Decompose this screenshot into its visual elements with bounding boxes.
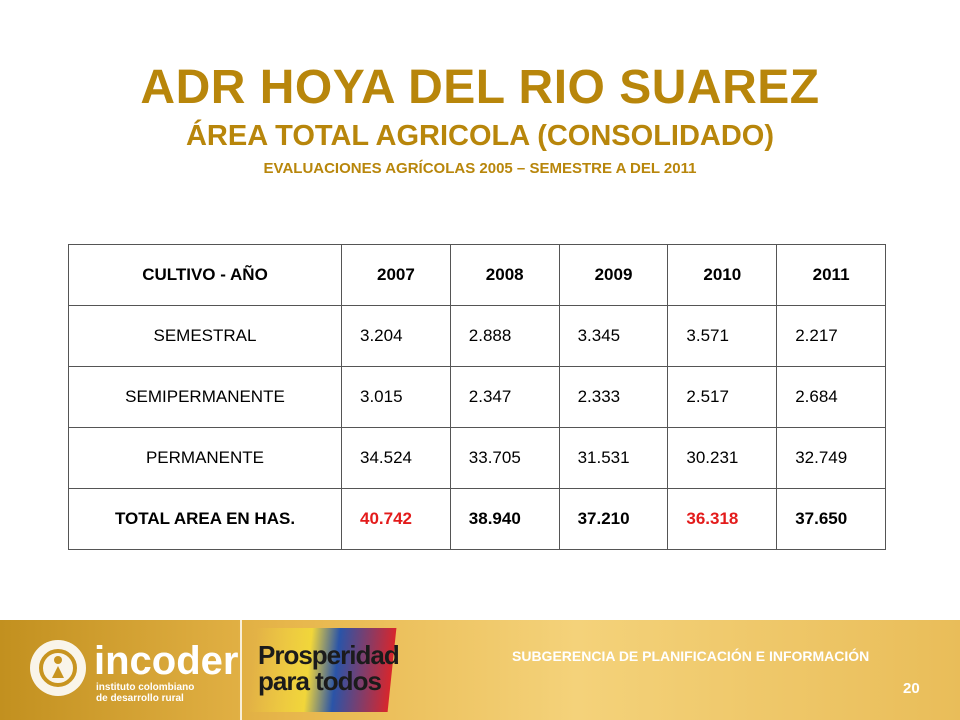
table-cell: 2.888	[449, 305, 560, 367]
table-cell: 33.705	[449, 427, 560, 489]
header-cell-crop: CULTIVO - AÑO	[68, 244, 342, 306]
row-label: PERMANENTE	[68, 427, 342, 489]
header-cell-2010: 2010	[667, 244, 778, 306]
table-cell: 30.231	[667, 427, 778, 489]
total-cell-2011: 37.650	[776, 488, 886, 550]
table-cell: 2.333	[558, 366, 669, 428]
incoder-name: incoder	[94, 639, 239, 683]
incoder-subtitle: instituto colombiano de desarrollo rural	[96, 682, 195, 704]
total-cell-2009: 37.210	[558, 488, 669, 550]
table-row: SEMIPERMANENTE 3.015 2.347 2.333 2.517 2…	[68, 366, 886, 428]
table-cell: 3.204	[341, 305, 451, 367]
header-cell-2007: 2007	[341, 244, 451, 306]
total-cell-2008: 38.940	[449, 488, 560, 550]
table-total-row: TOTAL AREA EN HAS. 40.742 38.940 37.210 …	[68, 488, 886, 550]
table-row: PERMANENTE 34.524 33.705 31.531 30.231 3…	[68, 427, 886, 489]
header-cell-2008: 2008	[449, 244, 560, 306]
page-number: 20	[903, 680, 920, 697]
page-subsubtitle: EVALUACIONES AGRÍCOLAS 2005 – SEMESTRE A…	[263, 160, 697, 177]
header-cell-2009: 2009	[558, 244, 669, 306]
prosperidad-logo: Prosperidad para todos	[258, 640, 400, 696]
header-cell-2011: 2011	[776, 244, 886, 306]
total-label: TOTAL AREA EN HAS.	[68, 488, 342, 550]
table-cell: 2.217	[776, 305, 886, 367]
table-header-row: CULTIVO - AÑO 2007 2008 2009 2010 2011	[68, 244, 886, 306]
title-block: ADR HOYA DEL RIO SUAREZ ÁREA TOTAL AGRIC…	[0, 60, 960, 180]
total-cell-2010: 36.318	[667, 488, 778, 550]
footer-divider	[240, 620, 242, 720]
table-row: SEMESTRAL 3.204 2.888 3.345 3.571 2.217	[68, 305, 886, 367]
incoder-logo: incoder instituto colombiano de desarrol…	[30, 630, 240, 714]
row-label: SEMESTRAL	[68, 305, 342, 367]
page-title: ADR HOYA DEL RIO SUAREZ	[140, 61, 820, 114]
footer-band: incoder instituto colombiano de desarrol…	[0, 620, 960, 720]
table-cell: 31.531	[558, 427, 669, 489]
row-label: SEMIPERMANENTE	[68, 366, 342, 428]
incoder-emblem-icon	[30, 640, 86, 696]
table-cell: 3.015	[341, 366, 451, 428]
department-label: SUBGERENCIA DE PLANIFICACIÓN E INFORMACI…	[512, 648, 870, 664]
total-cell-2007: 40.742	[341, 488, 451, 550]
table-cell: 2.347	[449, 366, 560, 428]
table-cell: 2.684	[776, 366, 886, 428]
table-cell: 3.345	[558, 305, 669, 367]
page-subtitle: ÁREA TOTAL AGRICOLA (CONSOLIDADO)	[185, 120, 775, 152]
table-cell: 3.571	[667, 305, 778, 367]
table-cell: 32.749	[776, 427, 886, 489]
crop-area-table: CULTIVO - AÑO 2007 2008 2009 2010 2011 S…	[68, 244, 886, 550]
table-cell: 34.524	[341, 427, 451, 489]
table-cell: 2.517	[667, 366, 778, 428]
